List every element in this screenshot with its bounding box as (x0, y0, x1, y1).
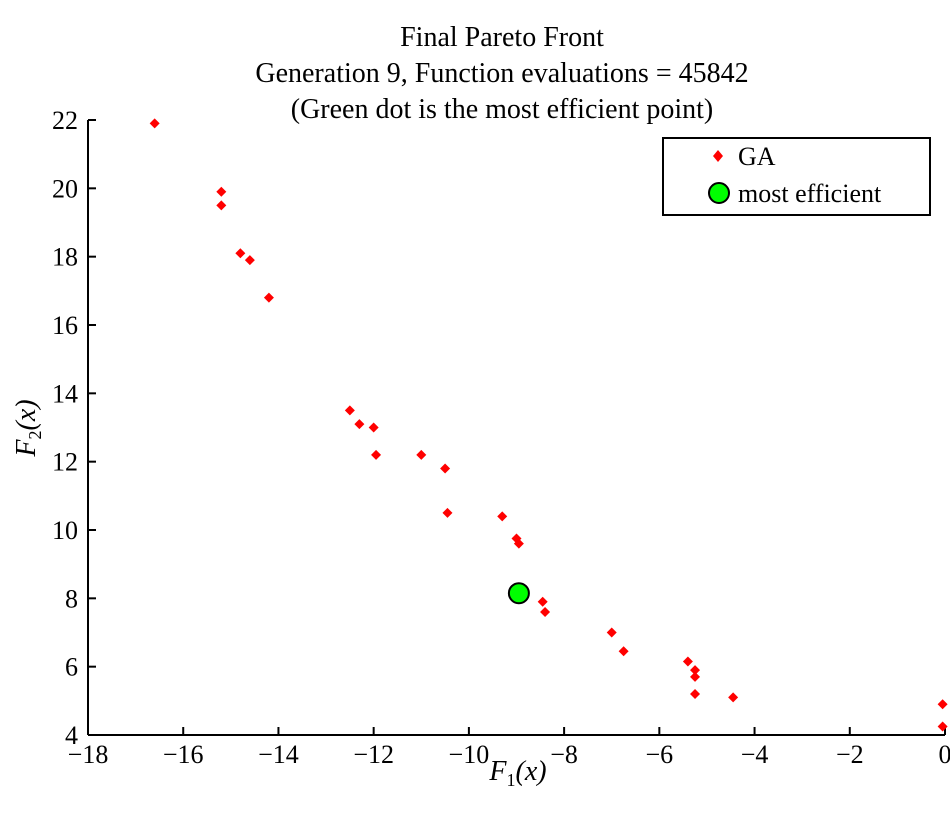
x-tick-label: 0 (939, 740, 950, 769)
y-tick-label: 8 (65, 584, 78, 613)
y-tick-label: 4 (65, 721, 78, 750)
y-tick-label: 10 (52, 516, 78, 545)
y-ticks: 4 6 8 10 12 14 16 18 20 22 (52, 106, 96, 750)
ga-point (371, 449, 382, 460)
x-tick-label: −8 (550, 740, 578, 769)
ga-point (690, 689, 701, 699)
y-axis-label-sub: 2 (25, 430, 45, 439)
legend-box (662, 137, 931, 216)
x-axis-label-rest: (x) (516, 756, 547, 787)
legend: GA most efficient (662, 137, 931, 216)
x-tick-label: −16 (163, 740, 204, 769)
data-points (149, 118, 948, 732)
y-axis-label-main: F (11, 439, 42, 458)
ga-point (937, 721, 948, 732)
x-ticks: −18 −16 −14 −12 −10 −8 −6 −4 −2 0 (68, 727, 950, 769)
ga-point (606, 627, 617, 638)
ga-point (344, 405, 355, 416)
x-axis-label-main: F (488, 756, 507, 787)
x-axis-label: F1(x) (488, 756, 546, 790)
chart-title-line-3: (Green dot is the most efficient point) (291, 94, 714, 125)
ga-point (368, 422, 379, 433)
ga-point (537, 596, 548, 607)
legend-most-efficient-label: most efficient (738, 179, 882, 208)
ga-point (690, 671, 701, 682)
x-tick-label: −6 (645, 740, 673, 769)
x-tick-label: −2 (836, 740, 864, 769)
x-tick-label: −12 (353, 740, 394, 769)
ga-point (244, 255, 255, 266)
ga-point (690, 665, 701, 676)
most-efficient-point (507, 582, 530, 605)
y-axis-label: F2(x) (11, 399, 45, 457)
legend-ga-label: GA (738, 142, 776, 171)
y-axis-label-rest: (x) (11, 399, 42, 430)
chart-title-line-1: Final Pareto Front (400, 22, 604, 53)
legend-most-efficient-marker (708, 182, 730, 204)
ga-point (149, 118, 160, 129)
ga-point (937, 699, 948, 710)
ga-point (540, 607, 551, 617)
ga-point (235, 248, 246, 259)
x-tick-label: −4 (741, 740, 769, 769)
ga-point (618, 646, 629, 657)
y-tick-label: 6 (65, 653, 78, 682)
x-tick-label: −14 (258, 740, 299, 769)
ga-point (728, 692, 739, 703)
y-tick-label: 16 (52, 311, 78, 340)
ga-point (497, 511, 508, 522)
ga-point (682, 656, 693, 667)
y-tick-label: 14 (52, 379, 78, 408)
ga-point (216, 186, 227, 197)
y-tick-label: 20 (52, 174, 78, 203)
ga-point (440, 463, 451, 474)
legend-ga-marker (713, 150, 723, 162)
ga-point (263, 292, 274, 303)
ga-point (354, 419, 365, 430)
ga-point (416, 449, 427, 460)
ga-point (513, 538, 524, 549)
y-tick-label: 18 (52, 243, 78, 272)
chart-title-line-2: Generation 9, Function evaluations = 458… (255, 58, 748, 89)
plot-area (87, 120, 945, 736)
y-tick-label: 12 (52, 448, 78, 477)
ga-point (442, 507, 453, 518)
ga-point (216, 200, 227, 211)
x-axis-label-sub: 1 (507, 770, 516, 790)
x-tick-label: −18 (68, 740, 109, 769)
x-tick-label: −10 (449, 740, 490, 769)
y-tick-label: 22 (52, 106, 78, 135)
